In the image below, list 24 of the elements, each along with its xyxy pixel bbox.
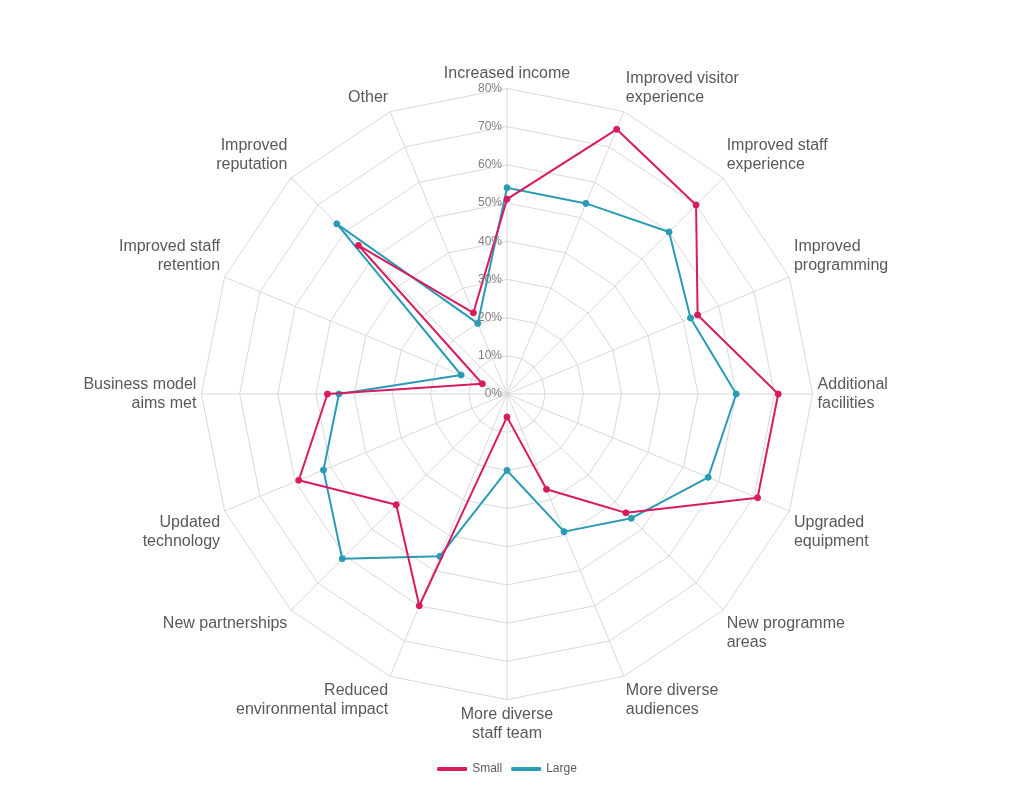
spoke-label: Improved staff retention	[118, 236, 221, 273]
spoke-label: Improved visitor experience	[625, 68, 740, 105]
spoke-label: Improved staff experience	[726, 135, 829, 173]
spoke-label: New programme areas	[726, 613, 845, 650]
y-tick-label: 10%	[477, 348, 503, 363]
legend-label: Large	[546, 761, 578, 776]
y-tick-label: 70%	[477, 118, 503, 133]
spoke-label: Updated technology	[142, 512, 221, 550]
y-tick-label: 60%	[477, 157, 503, 172]
spoke-label: New partnerships	[162, 613, 288, 631]
spoke-label: Improved programming	[793, 236, 889, 273]
spoke-label: Reduced environmental impact	[236, 680, 389, 718]
y-tick-label: 0%	[484, 386, 503, 401]
y-tick-label: 50%	[477, 195, 503, 210]
spoke-label: Increased income	[443, 64, 571, 82]
spoke-label: Improved reputation	[216, 135, 288, 173]
spoke-label: More diverse staff team	[460, 704, 554, 741]
spoke-label: Other	[348, 87, 389, 105]
spoke-label: Additional facilities	[817, 374, 888, 412]
legend-label: Small	[472, 761, 503, 776]
spoke-label: More diverse audiences	[625, 680, 719, 718]
spoke-label: Upgraded equipment	[793, 512, 870, 550]
y-tick-label: 80%	[477, 80, 503, 95]
spoke-label: Business model aims met	[83, 374, 197, 412]
